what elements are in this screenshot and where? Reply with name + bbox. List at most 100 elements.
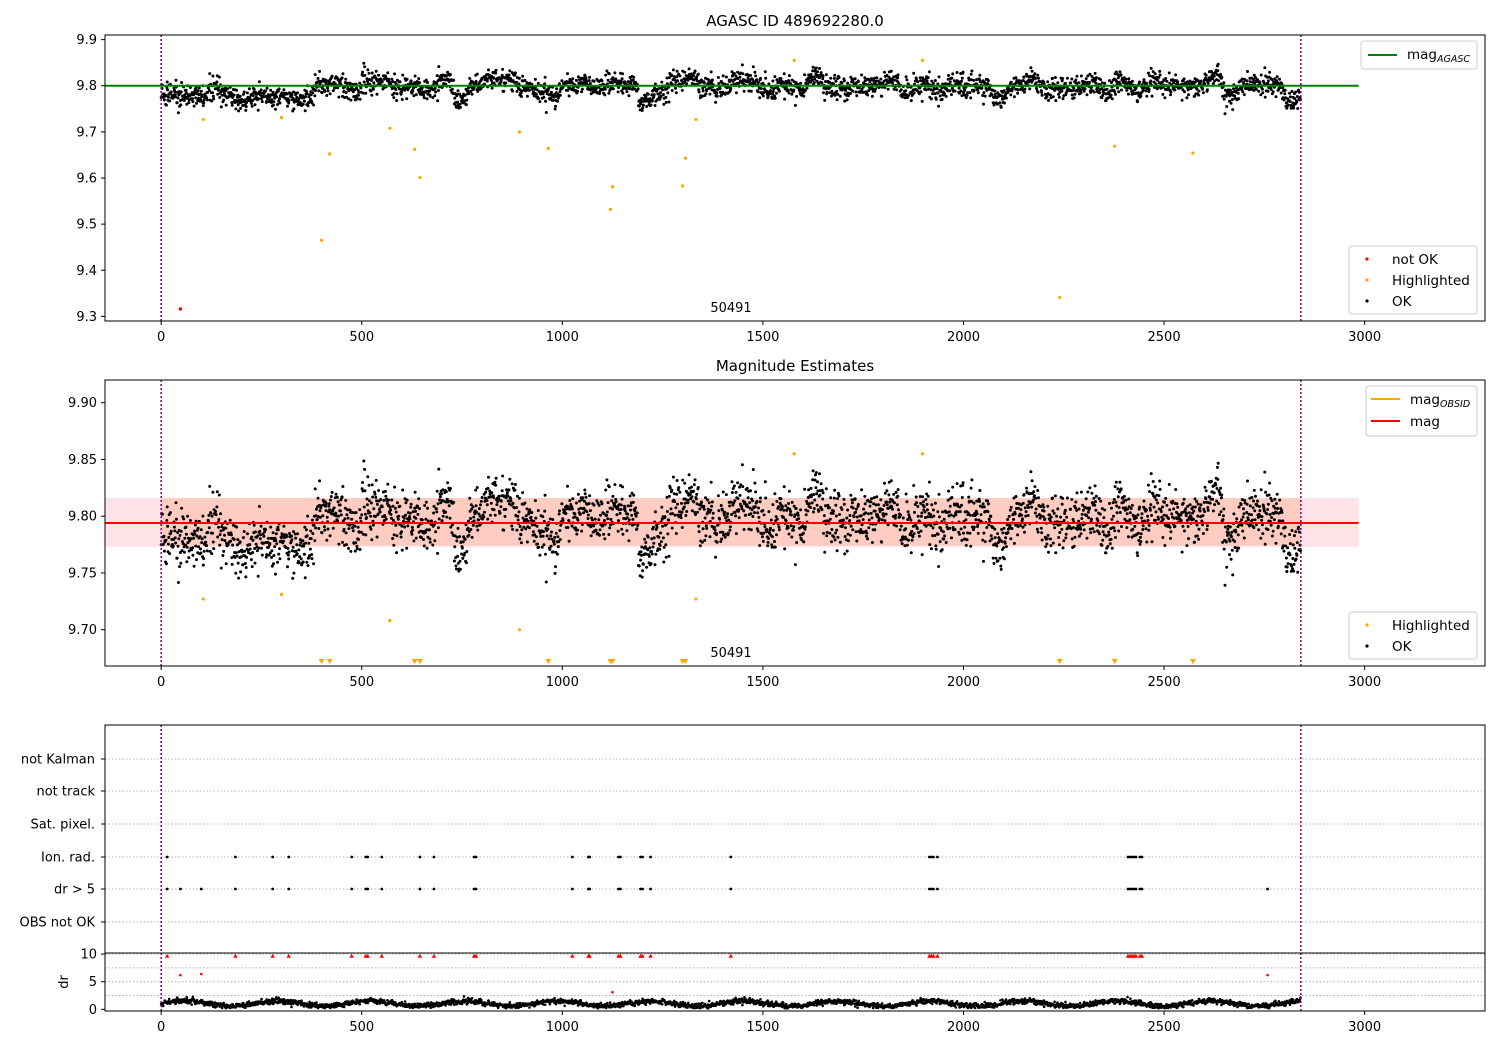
ok-point: [588, 509, 592, 513]
ok-point: [344, 91, 348, 95]
ok-point: [340, 495, 344, 499]
ok-point: [934, 544, 938, 548]
ok-point: [966, 511, 970, 515]
ok-point: [700, 94, 704, 98]
ok-point: [803, 527, 807, 531]
ok-point: [821, 497, 825, 501]
ok-point: [463, 93, 467, 97]
ok-point: [959, 89, 963, 93]
ok-point: [296, 91, 300, 95]
ok-point: [948, 526, 952, 530]
ok-point: [506, 499, 510, 503]
ok-point: [214, 513, 218, 517]
ok-point: [437, 467, 441, 471]
ok-point: [753, 70, 757, 74]
ok-point: [1016, 88, 1020, 92]
ok-point: [209, 511, 213, 515]
ok-point: [206, 90, 210, 94]
ok-point: [648, 546, 652, 550]
ok-point: [536, 81, 540, 85]
ok-point: [371, 523, 375, 527]
ok-point: [1045, 87, 1048, 91]
highlighted-point: [610, 185, 615, 189]
ok-point: [652, 536, 656, 540]
ok-point: [487, 68, 490, 72]
ok-point: [469, 528, 473, 531]
ok-point: [724, 493, 728, 497]
ok-point: [748, 501, 752, 505]
ok-point: [790, 92, 794, 96]
ok-point: [896, 73, 900, 77]
ok-point: [1259, 73, 1263, 77]
ok-point: [634, 80, 638, 84]
ok-point: [697, 530, 701, 534]
ok-point: [907, 538, 910, 542]
ok-point: [436, 551, 440, 555]
ok-point: [164, 94, 168, 97]
ok-point: [709, 480, 713, 484]
ok-point: [470, 535, 474, 539]
ok-point: [740, 504, 744, 508]
ok-point: [1180, 98, 1184, 102]
ok-point: [485, 79, 489, 83]
ok-point: [692, 500, 696, 504]
ok-point: [766, 544, 770, 548]
ok-point: [751, 78, 754, 81]
ok-point: [840, 81, 844, 85]
ok-point: [287, 557, 291, 561]
ok-point: [793, 563, 797, 567]
ok-point: [402, 516, 406, 520]
ok-point: [302, 552, 306, 556]
ok-point: [882, 514, 886, 518]
ok-point: [771, 503, 775, 507]
ok-point: [214, 510, 218, 513]
ok-point: [728, 525, 732, 529]
ok-point: [917, 92, 921, 96]
ok-point: [222, 98, 226, 102]
ok-point: [777, 528, 781, 532]
ok-point: [344, 498, 348, 502]
ok-point: [241, 536, 245, 540]
ok-point: [799, 508, 803, 512]
ok-point: [968, 91, 972, 95]
ok-point: [1109, 93, 1113, 97]
ok-point: [184, 532, 188, 536]
ok-point: [317, 527, 321, 530]
ok-point: [810, 78, 814, 82]
ok-point: [374, 478, 378, 482]
ok-point: [582, 499, 586, 503]
ok-point: [883, 70, 886, 74]
ok-point: [715, 540, 719, 544]
ok-point: [1229, 101, 1233, 105]
ok-point: [326, 527, 330, 531]
ok-point: [960, 76, 964, 80]
highlighted-point: [413, 147, 417, 151]
ok-point: [905, 500, 909, 504]
ok-point: [339, 513, 343, 517]
ok-point: [351, 529, 355, 533]
ok-point: [762, 531, 766, 535]
ok-point: [1263, 95, 1267, 99]
ok-point: [732, 72, 736, 75]
ok-point: [362, 80, 366, 84]
ok-point: [216, 92, 220, 96]
ok-point: [1063, 81, 1067, 85]
ok-point: [250, 565, 254, 569]
ok-point: [632, 75, 636, 79]
ok-point: [343, 517, 347, 521]
ok-point: [728, 504, 732, 508]
ok-point: [245, 555, 249, 559]
ok-point: [408, 511, 412, 515]
ok-point: [728, 528, 732, 532]
ok-point: [342, 527, 346, 531]
ok-point: [680, 501, 683, 505]
ok-point: [386, 482, 390, 486]
ok-point: [611, 76, 615, 80]
ok-point: [454, 567, 458, 571]
ok-point: [914, 495, 918, 499]
ok-point: [561, 518, 565, 522]
ok-point: [454, 564, 458, 568]
ok-point: [686, 498, 690, 502]
ok-point: [877, 517, 881, 521]
